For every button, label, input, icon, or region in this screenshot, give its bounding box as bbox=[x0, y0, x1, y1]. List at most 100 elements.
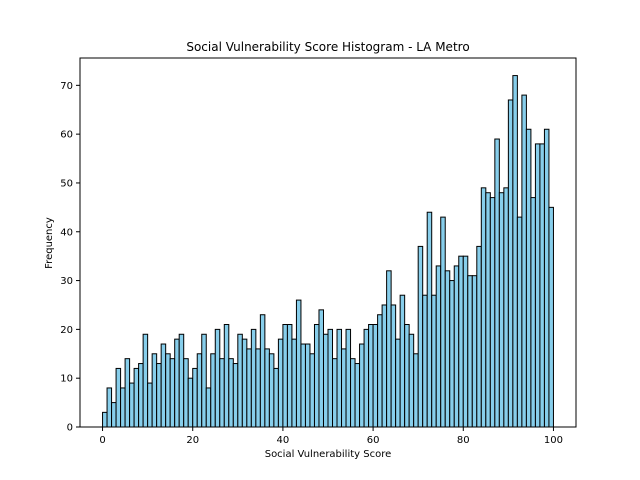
histogram-bar bbox=[534, 143, 541, 428]
histogram-bar bbox=[214, 328, 221, 428]
histogram-bar bbox=[174, 338, 180, 428]
histogram-bar bbox=[160, 343, 167, 428]
histogram-bar bbox=[120, 387, 126, 428]
histogram-bar bbox=[142, 333, 149, 428]
histogram-bar bbox=[530, 197, 536, 428]
histogram-bar bbox=[318, 309, 324, 428]
histogram-bar bbox=[259, 314, 266, 428]
histogram-bar bbox=[286, 324, 293, 428]
histogram-bar bbox=[241, 338, 248, 428]
histogram-bar bbox=[390, 304, 397, 428]
histogram-bar bbox=[304, 343, 311, 428]
histogram-bar bbox=[516, 216, 523, 428]
histogram-bar bbox=[489, 197, 496, 428]
histogram-bar bbox=[246, 348, 252, 428]
histogram-bar bbox=[250, 328, 257, 428]
histogram-bar bbox=[350, 358, 356, 428]
y-tick-label: 60 bbox=[60, 130, 73, 141]
histogram-bar bbox=[462, 255, 469, 428]
histogram-bar bbox=[115, 367, 122, 428]
histogram-bar bbox=[377, 314, 383, 428]
histogram-bar bbox=[543, 128, 550, 428]
x-tick-label: 40 bbox=[277, 435, 290, 446]
histogram-bar bbox=[359, 343, 365, 428]
histogram-bar bbox=[363, 328, 370, 428]
histogram-bar bbox=[147, 382, 153, 428]
histogram-bar bbox=[494, 138, 500, 428]
histogram-bar bbox=[449, 280, 455, 428]
histogram-bar bbox=[192, 367, 198, 428]
histogram-bar bbox=[223, 324, 230, 428]
histogram-bar bbox=[381, 304, 388, 428]
histogram-bar bbox=[341, 348, 347, 428]
histogram-bar bbox=[156, 363, 162, 428]
histogram-bar bbox=[322, 333, 329, 428]
histogram-bar bbox=[413, 353, 419, 428]
histogram-bar bbox=[219, 358, 225, 428]
histogram-bar bbox=[435, 265, 442, 428]
histogram-bar bbox=[255, 348, 261, 428]
histogram-bar bbox=[133, 367, 140, 428]
histogram-bar bbox=[426, 211, 433, 428]
histogram-bar bbox=[467, 275, 473, 428]
histogram-bar bbox=[431, 294, 437, 428]
y-tick-label: 50 bbox=[60, 178, 73, 189]
bars-group bbox=[102, 75, 554, 428]
histogram-bar bbox=[345, 328, 352, 428]
histogram-bar bbox=[273, 367, 279, 428]
histogram-bar bbox=[201, 333, 207, 428]
histogram-bar bbox=[205, 387, 212, 428]
histogram-bar bbox=[111, 402, 117, 428]
y-tick-label: 20 bbox=[60, 325, 73, 336]
histogram-bar bbox=[187, 377, 194, 428]
histogram-bar bbox=[395, 338, 401, 428]
histogram-bar bbox=[386, 270, 392, 428]
histogram-bar bbox=[404, 324, 410, 428]
x-tick-label: 80 bbox=[457, 435, 470, 446]
histogram-bar bbox=[309, 353, 315, 428]
histogram-bar bbox=[368, 324, 374, 428]
histogram-bar bbox=[539, 143, 545, 428]
y-axis-label: Frequency bbox=[44, 217, 55, 269]
histogram-bar bbox=[291, 338, 297, 428]
histogram-bar bbox=[354, 363, 361, 428]
histogram-bar bbox=[521, 94, 527, 428]
histogram-bar bbox=[264, 348, 270, 428]
x-axis-label: Social Vulnerability Score bbox=[265, 449, 392, 460]
histogram-bar bbox=[169, 358, 176, 428]
histogram-bar bbox=[507, 99, 514, 428]
y-axis: 0 10 20 30 40 50 60 70 bbox=[60, 81, 80, 434]
histogram-bar bbox=[232, 363, 239, 428]
histogram-bar bbox=[124, 358, 131, 428]
histogram-bar bbox=[178, 333, 185, 428]
y-tick-label: 70 bbox=[60, 81, 73, 92]
histogram-bar bbox=[503, 187, 509, 428]
histogram-bar bbox=[458, 255, 464, 428]
histogram-bar bbox=[453, 265, 460, 428]
histogram-bar bbox=[282, 324, 288, 428]
histogram-bar bbox=[422, 294, 428, 428]
histogram-bar bbox=[165, 353, 171, 428]
histogram-bar bbox=[196, 353, 203, 428]
histogram-bar bbox=[277, 338, 284, 428]
chart-title: Social Vulnerability Score Histogram - L… bbox=[186, 40, 469, 54]
histogram-bar bbox=[476, 245, 482, 428]
histogram-bar bbox=[129, 382, 135, 428]
histogram-bar bbox=[548, 206, 554, 428]
histogram-bar bbox=[332, 358, 338, 428]
x-tick-label: 20 bbox=[186, 435, 199, 446]
histogram-bar bbox=[228, 358, 234, 428]
histogram-bar bbox=[417, 245, 424, 428]
histogram-bar bbox=[102, 411, 108, 428]
histogram-bar bbox=[444, 270, 451, 428]
histogram-bar bbox=[106, 387, 113, 428]
histogram-bar bbox=[525, 128, 532, 428]
histogram-bar bbox=[268, 353, 275, 428]
histogram-bar bbox=[295, 299, 302, 428]
histogram-bar bbox=[300, 343, 306, 428]
histogram-bar bbox=[512, 75, 518, 428]
x-tick-label: 60 bbox=[367, 435, 380, 446]
plot-frame bbox=[79, 57, 577, 428]
histogram-bar bbox=[399, 294, 406, 428]
